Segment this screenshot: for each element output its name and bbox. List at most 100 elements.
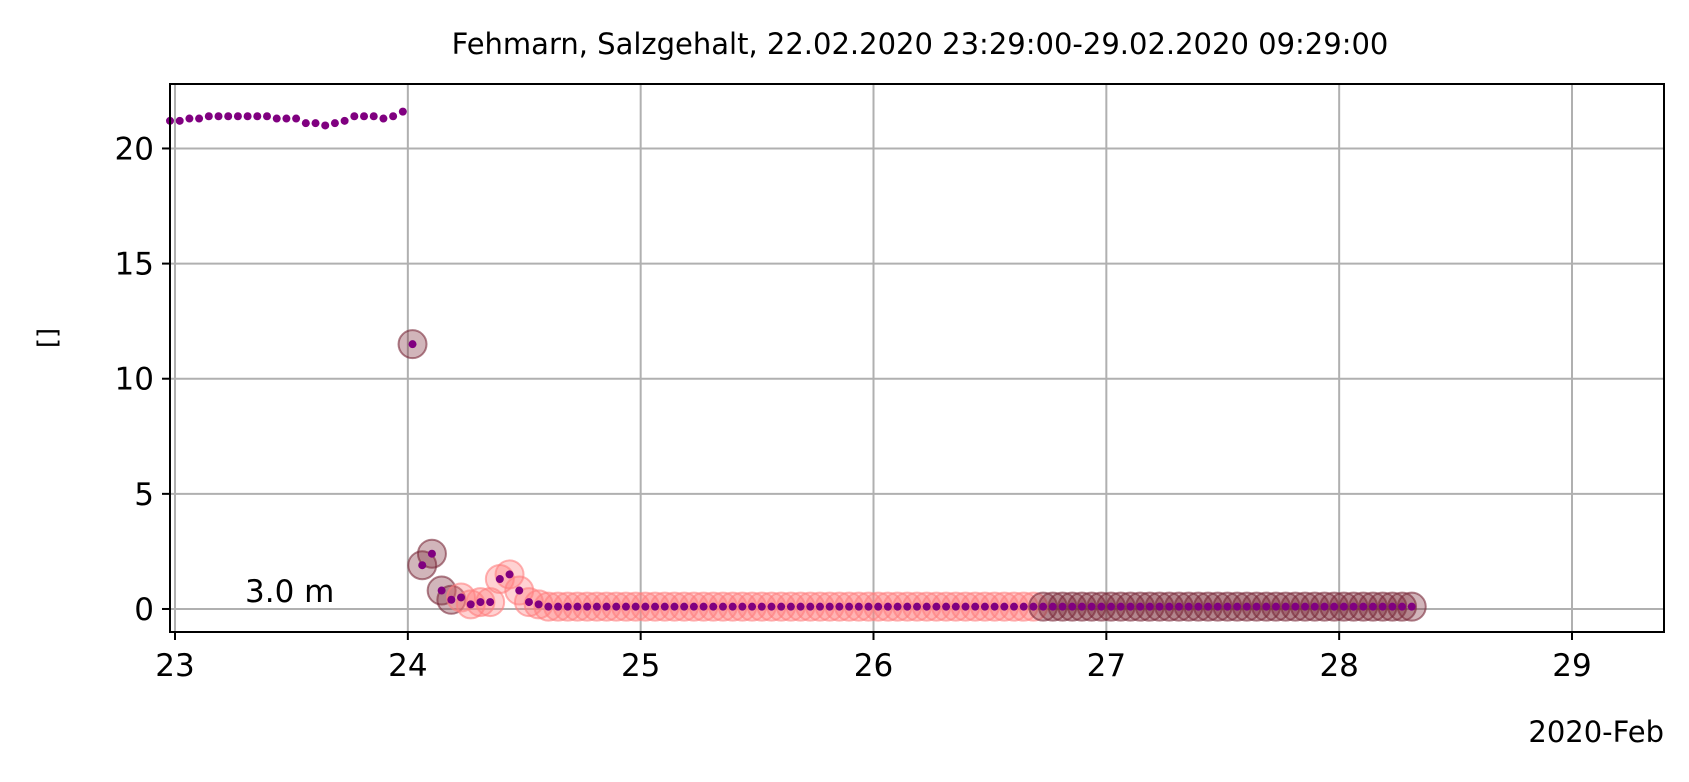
data-point (1262, 602, 1271, 611)
data-point (1000, 602, 1009, 611)
data-point (360, 112, 369, 121)
data-point (1233, 602, 1242, 611)
data-point (1281, 602, 1290, 611)
chart-title: Fehmarn, Salzgehalt, 22.02.2020 23:29:00… (452, 27, 1389, 61)
data-point (1398, 602, 1407, 611)
data-point (1077, 602, 1086, 611)
data-point (1291, 602, 1300, 611)
data-point (427, 549, 436, 558)
data-point (1320, 602, 1329, 611)
data-point (389, 112, 398, 121)
quality-flag-markers (397, 329, 1427, 622)
data-point (1388, 602, 1397, 611)
data-points (166, 107, 1416, 611)
data-point (680, 602, 689, 611)
data-point (1242, 602, 1251, 611)
data-point (1271, 602, 1280, 611)
data-point (418, 561, 427, 570)
data-point (1029, 602, 1038, 611)
data-point (224, 112, 233, 121)
data-point (903, 602, 912, 611)
data-point (1407, 602, 1416, 611)
data-point (495, 575, 504, 584)
data-point (233, 112, 242, 121)
data-point (379, 114, 388, 123)
data-point (1204, 602, 1213, 611)
data-point (447, 595, 456, 604)
data-point (651, 602, 660, 611)
data-point (874, 602, 883, 611)
data-point (942, 602, 951, 611)
data-point (728, 602, 737, 611)
data-point (1165, 602, 1174, 611)
data-point (563, 602, 572, 611)
x-tick-label: 25 (621, 648, 660, 684)
y-tick-label: 0 (134, 592, 154, 628)
data-point (263, 112, 272, 121)
data-point (1359, 602, 1368, 611)
data-point (544, 602, 553, 611)
data-point (437, 586, 446, 595)
data-point (1310, 602, 1319, 611)
data-point (748, 602, 757, 611)
x-tick-label: 26 (854, 648, 893, 684)
data-point (282, 114, 291, 123)
data-point (195, 114, 204, 123)
depth-annotation: 3.0 m (245, 574, 334, 610)
data-point (1155, 602, 1164, 611)
data-point (408, 340, 417, 349)
data-point (815, 602, 824, 611)
data-point (835, 602, 844, 611)
data-point (670, 602, 679, 611)
data-point (272, 114, 281, 123)
data-point (709, 602, 718, 611)
data-point (1213, 602, 1222, 611)
data-point (1058, 602, 1067, 611)
data-point (922, 602, 931, 611)
data-point (718, 602, 727, 611)
data-point (689, 602, 698, 611)
data-point (330, 119, 339, 128)
x-tick-label: 28 (1319, 648, 1358, 684)
data-point (796, 602, 805, 611)
data-point (1223, 602, 1232, 611)
data-point (350, 112, 359, 121)
data-point (1126, 602, 1135, 611)
data-point (311, 119, 320, 128)
x-offset-label: 2020-Feb (1528, 715, 1664, 749)
data-point (641, 602, 650, 611)
data-point (1145, 602, 1154, 611)
data-point (457, 593, 466, 602)
data-point (1339, 602, 1348, 611)
data-point (845, 602, 854, 611)
data-point (1174, 602, 1183, 611)
data-point (524, 598, 533, 607)
x-tick-label: 29 (1552, 648, 1591, 684)
data-point (321, 121, 330, 130)
y-tick-label: 20 (115, 131, 154, 167)
data-point (301, 119, 310, 128)
grid-lines (170, 84, 1664, 632)
data-point (854, 602, 863, 611)
data-point (757, 602, 766, 611)
data-point (1097, 602, 1106, 611)
data-point (583, 602, 592, 611)
x-tick-label: 23 (155, 648, 194, 684)
data-point (292, 114, 301, 123)
data-point (1010, 602, 1019, 611)
data-point (369, 112, 378, 121)
plot-frame (169, 83, 1665, 633)
data-point (398, 107, 407, 116)
data-point (1378, 602, 1387, 611)
data-point (204, 112, 213, 121)
data-point (466, 600, 475, 609)
data-point (486, 598, 495, 607)
data-point (961, 602, 970, 611)
data-point (1330, 602, 1339, 611)
data-point (786, 602, 795, 611)
data-point (767, 602, 776, 611)
data-point (592, 602, 601, 611)
data-point (699, 602, 708, 611)
data-point (1039, 602, 1048, 611)
data-point (1301, 602, 1310, 611)
